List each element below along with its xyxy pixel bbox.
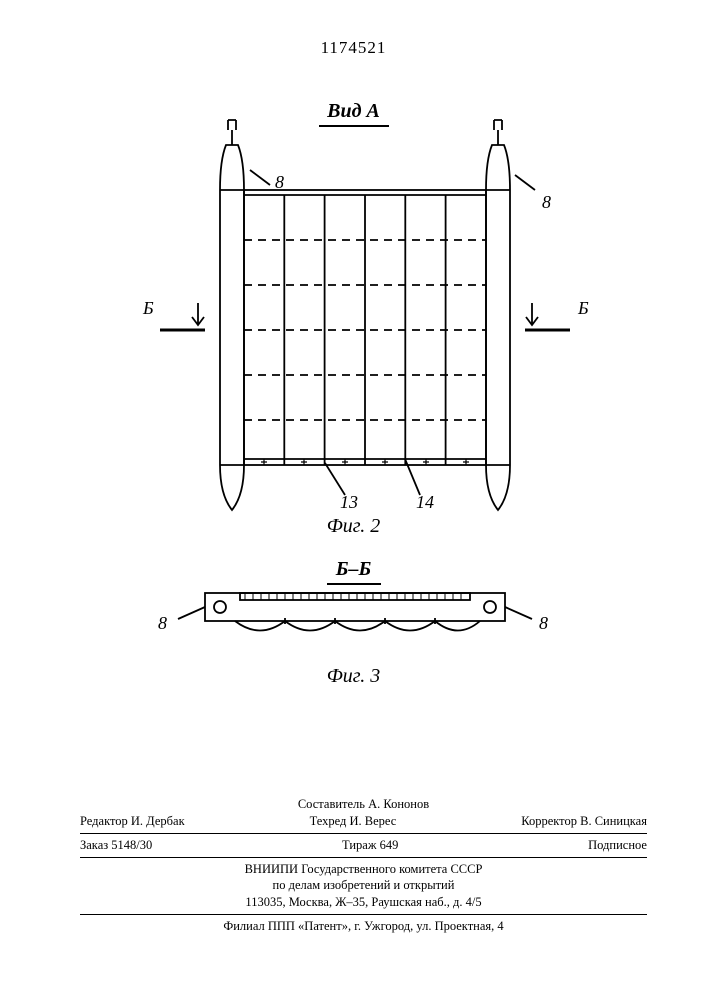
figure-2-diagram [120,115,590,515]
ref-13: 13 [340,492,358,513]
section-b-right: Б [578,298,589,319]
leader-8-left [250,170,270,185]
scallops [235,618,480,631]
colophon-block: Составитель А. Кононов Редактор И. Дерба… [80,796,647,935]
leader-8-right [515,175,535,190]
right-rail [486,120,510,510]
address-line: 113035, Москва, Ж–35, Раушская наб., д. … [80,894,647,911]
section-b-left: Б [143,298,154,319]
left-rail [220,120,244,510]
section-mark-left [160,303,205,330]
patent-page: 1174521 Вид А [0,0,707,1000]
editor-line: Редактор И. Дербак [80,813,185,830]
leader-8-left-fig3 [178,607,205,619]
section-mark-right [525,303,570,330]
section-b-b-label: Б–Б [0,558,707,585]
figure-2-caption: Фиг. 2 [0,515,707,538]
label-8-right: 8 [542,192,551,213]
figure-3-diagram [150,585,560,655]
print-run-line: Тираж 649 [342,837,398,854]
branch-line: Филиал ППП «Патент», г. Ужгород, ул. Про… [80,918,647,935]
corrector-line: Корректор В. Синицкая [521,813,647,830]
leader-13 [325,463,345,495]
org-line-1: ВНИИПИ Государственного комитета СССР [80,861,647,878]
vertical-slats [284,195,445,465]
document-number: 1174521 [0,38,707,58]
ref-14: 14 [416,492,434,513]
top-hatch [240,593,470,600]
compiler-line: Составитель А. Кононов [80,796,647,813]
order-line: Заказ 5148/30 [80,837,152,854]
right-hole [484,601,496,613]
fig3-label-8-right: 8 [539,613,548,634]
tech-line: Техред И. Верес [310,813,397,830]
figure-3-caption: Фиг. 3 [0,665,707,688]
label-8-left: 8 [275,172,284,193]
cross-section-frame [205,593,505,621]
fig3-label-8-left: 8 [158,613,167,634]
left-hole [214,601,226,613]
leader-8-right-fig3 [505,607,532,619]
subscription-line: Подписное [588,837,647,854]
org-line-2: по делам изобретений и открытий [80,877,647,894]
